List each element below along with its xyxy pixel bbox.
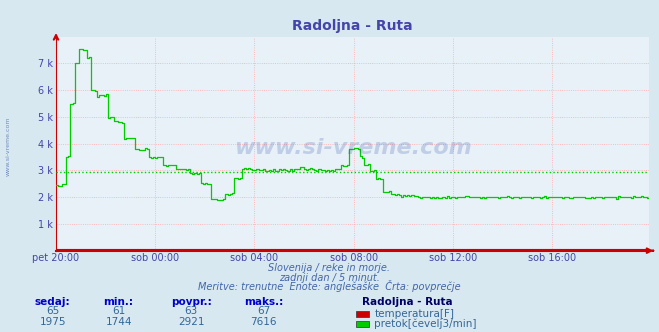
Text: zadnji dan / 5 minut.: zadnji dan / 5 minut. (279, 273, 380, 283)
Text: www.si-vreme.com: www.si-vreme.com (234, 138, 471, 158)
Text: 1744: 1744 (105, 317, 132, 327)
Title: Radoljna - Ruta: Radoljna - Ruta (292, 19, 413, 33)
Text: Slovenija / reke in morje.: Slovenija / reke in morje. (268, 263, 391, 273)
Text: www.si-vreme.com: www.si-vreme.com (6, 116, 11, 176)
Text: Radoljna - Ruta: Radoljna - Ruta (362, 297, 453, 307)
Text: 61: 61 (112, 306, 125, 316)
Text: sedaj:: sedaj: (35, 297, 71, 307)
Text: povpr.:: povpr.: (171, 297, 212, 307)
Text: temperatura[F]: temperatura[F] (374, 309, 454, 319)
Text: pretok[čevelj3/min]: pretok[čevelj3/min] (374, 319, 477, 329)
Text: Meritve: trenutne  Enote: anglešaške  Črta: povprečje: Meritve: trenutne Enote: anglešaške Črta… (198, 281, 461, 292)
Text: 65: 65 (46, 306, 59, 316)
Text: 1975: 1975 (40, 317, 66, 327)
Text: 2921: 2921 (178, 317, 204, 327)
Text: 67: 67 (257, 306, 270, 316)
Text: 7616: 7616 (250, 317, 277, 327)
Text: min.:: min.: (103, 297, 134, 307)
Text: 63: 63 (185, 306, 198, 316)
Text: maks.:: maks.: (244, 297, 283, 307)
